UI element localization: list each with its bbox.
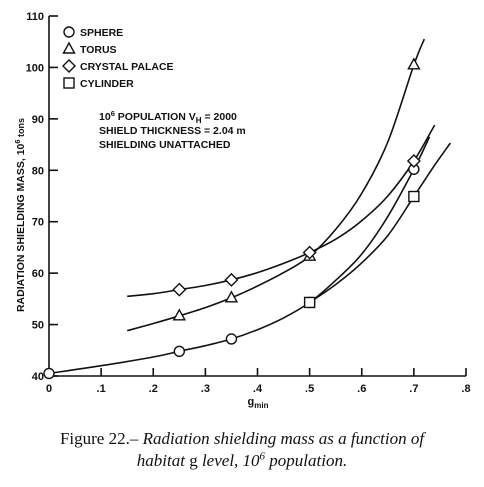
legend-label-crystal-palace: CRYSTAL PALACE: [80, 61, 174, 73]
data-point-torus: [224, 290, 239, 303]
data-point-sphere: [43, 367, 55, 380]
legend-marker-torus: [62, 41, 76, 54]
series-curve-sphere: [48, 136, 431, 375]
x-tick-label: .4: [253, 383, 263, 395]
y-tick-label: 110: [26, 11, 44, 23]
x-tick-label: .2: [149, 383, 158, 395]
x-tick-label: .1: [97, 383, 106, 395]
y-tick-label: 70: [32, 217, 44, 229]
x-tick-label: .3: [201, 383, 210, 395]
data-point-cylinder: [408, 190, 420, 203]
x-tick-label: .5: [305, 383, 314, 395]
x-axis-ticks: 0 .1 .2 .3 .4 .5 .6 .7 .8: [46, 368, 471, 395]
legend-marker-cylinder: [63, 77, 75, 89]
legend-marker-sphere: [63, 26, 75, 38]
x-axis-label: gmin: [248, 396, 269, 410]
data-point-crystal-palace: [406, 154, 421, 169]
data-point-crystal-palace: [224, 272, 239, 287]
y-axis-label: RADIATION SHIELDING MASS, 106 tons: [13, 118, 27, 312]
caption-label: Figure 22.–: [59, 429, 139, 448]
caption-line-1: Figure 22.– Radiation shielding mass as …: [0, 428, 484, 450]
annotation-shielding-unattached: SHIELDING UNATTACHED: [99, 139, 231, 151]
data-point-torus: [407, 57, 421, 70]
chart-annotation: 106 POPULATION VH = 2000 SHIELD THICKNES…: [99, 109, 246, 151]
y-tick-label: 100: [26, 62, 44, 74]
y-tick-label: 90: [32, 114, 44, 126]
legend-label-sphere: SPHERE: [80, 27, 123, 39]
x-tick-label: 0: [46, 383, 52, 395]
caption-text-1: Radiation shielding mass as a function o…: [138, 429, 425, 448]
data-point-cylinder: [303, 296, 316, 309]
series-curve-torus: [126, 38, 426, 332]
y-tick-label: 40: [32, 371, 44, 383]
x-tick-label: .8: [461, 383, 470, 395]
annotation-population: 106 POPULATION VH = 2000: [99, 109, 237, 125]
data-point-sphere: [225, 333, 238, 345]
y-axis-ticks: 40 50 60 70 80 90 100 110: [26, 11, 58, 383]
caption-line-2: habitat g level, 106 population.: [136, 450, 348, 470]
legend-label-cylinder: CYLINDER: [80, 78, 134, 90]
chart-legend: SPHERE TORUS CRYSTAL PALACE CYLINDER: [62, 26, 174, 90]
legend-marker-crystal-palace: [62, 59, 76, 73]
x-tick-label: .6: [357, 383, 366, 395]
y-axis-label-exponent: 6: [13, 139, 22, 143]
chart-series-markers: [43, 57, 421, 380]
x-tick-label: .7: [409, 383, 418, 395]
data-point-sphere: [173, 345, 186, 358]
x-axis-label-subscript: min: [254, 401, 268, 410]
annotation-shield-thickness: SHIELD THICKNESS = 2.04 m: [99, 125, 246, 137]
data-point-torus: [172, 308, 186, 321]
legend-label-torus: TORUS: [80, 44, 117, 56]
figure-caption: Figure 22.– Radiation shielding mass as …: [0, 428, 484, 472]
data-point-crystal-palace: [172, 282, 187, 297]
y-tick-label: 60: [32, 268, 44, 280]
y-tick-label: 50: [32, 320, 44, 332]
y-tick-label: 80: [32, 165, 44, 177]
series-curve-cylinder: [309, 142, 452, 304]
data-point-crystal-palace: [302, 245, 317, 260]
